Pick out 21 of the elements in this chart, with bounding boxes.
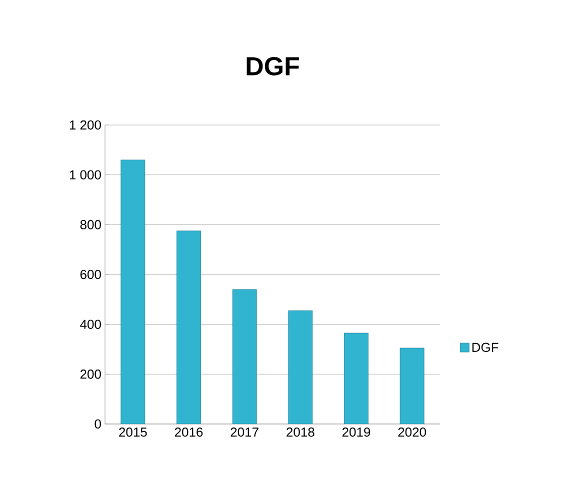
x-tick-label: 2018 xyxy=(286,428,314,437)
x-tick-label: 2019 xyxy=(342,428,370,437)
bar xyxy=(288,310,313,424)
bar xyxy=(176,230,201,424)
y-tick-label: 1 200 xyxy=(70,120,101,130)
bar xyxy=(232,289,257,424)
y-tick-label: 200 xyxy=(80,370,101,379)
bar xyxy=(400,348,424,424)
x-tick-label: 2017 xyxy=(230,428,258,437)
x-tick-label: 2015 xyxy=(119,428,147,437)
y-tick-label: 600 xyxy=(80,270,101,280)
x-tick-label: 2020 xyxy=(398,428,426,437)
bar xyxy=(344,332,368,424)
chart-title: DGF xyxy=(246,57,299,76)
legend-label: DGF xyxy=(472,342,498,352)
bar xyxy=(120,160,146,424)
y-tick-label: 1 000 xyxy=(70,170,101,180)
x-tick-label: 2016 xyxy=(174,428,203,437)
y-tick-label: 400 xyxy=(80,320,101,329)
y-tick-label: 800 xyxy=(80,220,101,230)
y-tick-label: 0 xyxy=(94,419,101,429)
